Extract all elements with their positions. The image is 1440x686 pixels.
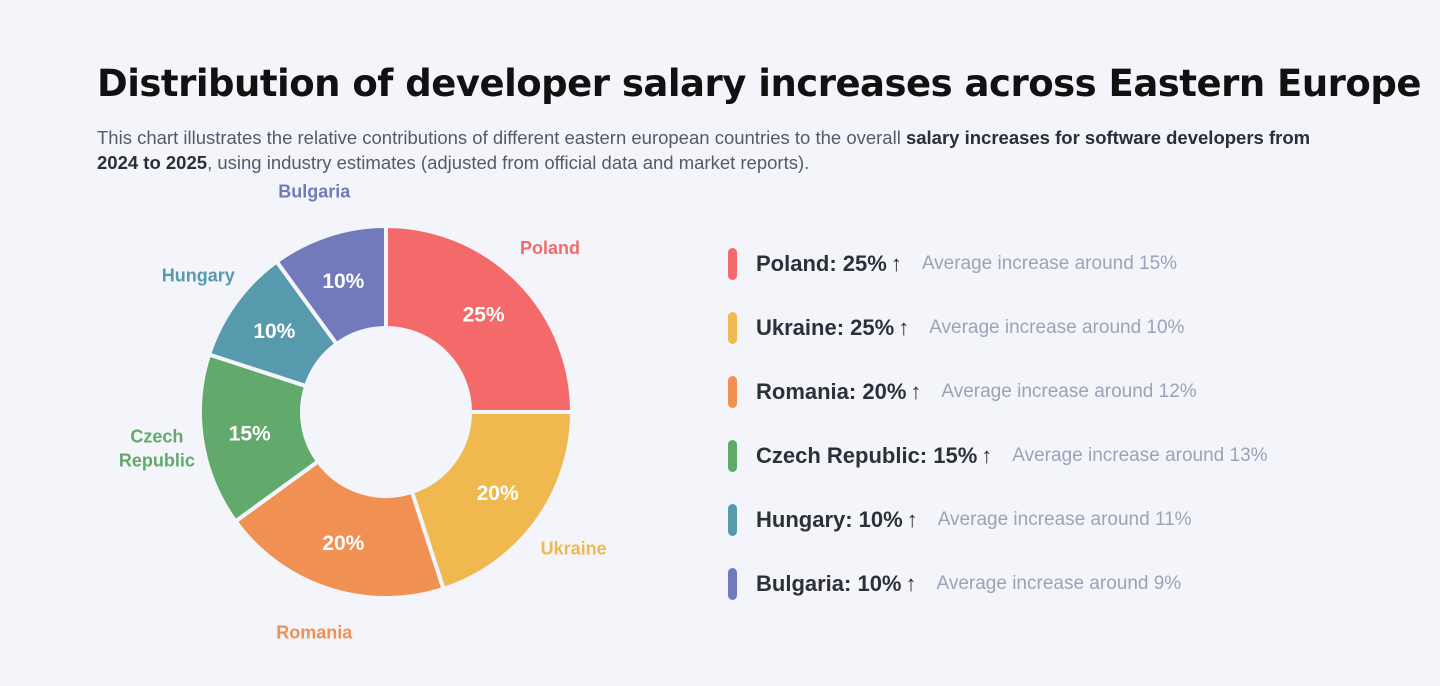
category-label: Poland xyxy=(520,238,580,258)
legend-color-bar xyxy=(728,248,737,280)
category-label: Ukraine xyxy=(541,538,607,558)
slice-ukraine[interactable] xyxy=(409,410,575,592)
legend-note: Average increase around 10% xyxy=(929,317,1185,338)
data-label: 15% xyxy=(229,423,271,446)
arrow-up-icon: ↑ xyxy=(910,379,922,404)
legend-note: Average increase around 13% xyxy=(1012,445,1268,466)
category-label: Romania xyxy=(276,623,353,643)
slice-czech-republic[interactable] xyxy=(198,352,321,525)
legend-note: Average increase around 11% xyxy=(937,509,1192,530)
slice-poland[interactable] xyxy=(384,223,575,414)
data-label: 20% xyxy=(477,482,519,505)
legend-item: Czech Republic: 15% ↑ Average increase aro… xyxy=(728,424,1268,488)
legend-label: Poland: 25% xyxy=(756,251,887,276)
legend-note: Average increase around 15% xyxy=(921,253,1178,274)
subtitle-text: This chart illustrates the relative cont… xyxy=(97,127,906,148)
subtitle-bold: salary increases for software developers… xyxy=(97,127,1311,173)
legend-label: Czech Republic: 15% xyxy=(756,443,978,468)
donut-chart: 25% Poland 20% Ukraine 20% Romania 15% Czech Rep… xyxy=(119,181,607,643)
subtitle-text-end: , using industry estimates (adjusted fro… xyxy=(207,152,810,173)
legend: Poland: 25% ↑ Average increase around 15% U… xyxy=(728,232,1268,616)
legend-color-bar xyxy=(728,440,737,472)
category-label: Hungary xyxy=(162,266,235,286)
legend-note: Average increase around 12% xyxy=(941,381,1197,402)
slice-bulgaria[interactable] xyxy=(273,223,388,347)
legend-label: Bulgaria: 10% xyxy=(756,571,902,596)
arrow-up-icon: ↑ xyxy=(906,507,918,532)
legend-color-bar xyxy=(728,568,737,600)
legend-item: Poland: 25% ↑ Average increase around 15% xyxy=(728,232,1268,296)
page-title: Distribution of developer salary increas… xyxy=(97,62,1421,105)
data-label: 25% xyxy=(463,303,505,326)
legend-label: Hungary: 10% xyxy=(756,507,903,532)
slice-romania[interactable] xyxy=(232,458,446,600)
legend-color-bar xyxy=(728,376,737,408)
category-label: Bulgaria xyxy=(278,181,351,201)
legend-item: Bulgaria: 10% ↑ Average increase around 9% xyxy=(728,552,1268,616)
legend-item: Hungary: 10% ↑ Average increase around 11% xyxy=(728,488,1268,552)
data-label: 10% xyxy=(322,270,364,293)
arrow-up-icon: ↑ xyxy=(981,443,993,468)
arrow-up-icon: ↑ xyxy=(905,571,917,596)
arrow-up-icon: ↑ xyxy=(898,315,910,340)
legend-note: Average increase around 9% xyxy=(936,573,1182,594)
legend-color-bar xyxy=(728,504,737,536)
category-label: Czech Republic xyxy=(119,426,195,470)
legend-item: Romania: 20% ↑ Average increase around 12% xyxy=(728,360,1268,424)
subtitle: This chart illustrates the relative cont… xyxy=(97,125,1337,175)
legend-color-bar xyxy=(728,312,737,344)
data-label: 20% xyxy=(322,532,364,555)
data-label: 10% xyxy=(253,320,295,343)
legend-label: Romania: 20% xyxy=(756,379,907,404)
legend-label: Ukraine: 25% xyxy=(756,315,895,340)
arrow-up-icon: ↑ xyxy=(890,251,902,276)
legend-item: Ukraine: 25% ↑ Average increase around 10% xyxy=(728,296,1268,360)
